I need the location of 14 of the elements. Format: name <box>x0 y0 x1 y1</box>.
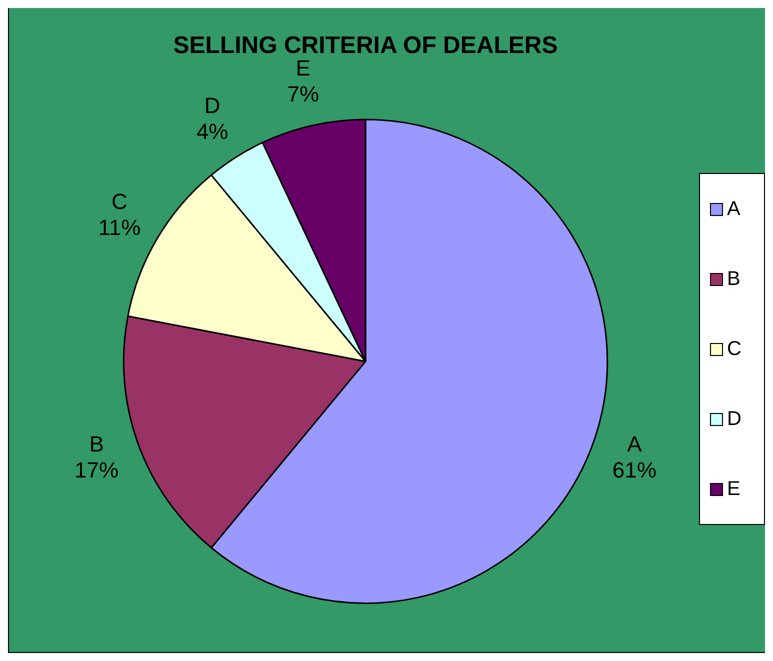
legend-label: B <box>727 268 740 290</box>
slice-label: C <box>112 188 128 214</box>
legend-label: C <box>727 338 742 360</box>
legend-label: D <box>727 408 742 430</box>
data-label: 4% <box>196 119 228 144</box>
data-label: 17% <box>74 457 119 482</box>
legend-label: E <box>727 478 740 500</box>
slice-label: A <box>627 431 642 456</box>
slice-label: B <box>89 431 104 456</box>
data-label: 11% <box>98 214 141 240</box>
legend-label: A <box>727 198 740 220</box>
slice-label: D <box>204 93 220 118</box>
data-label: 61% <box>612 457 656 482</box>
data-label: 7% <box>287 81 320 106</box>
